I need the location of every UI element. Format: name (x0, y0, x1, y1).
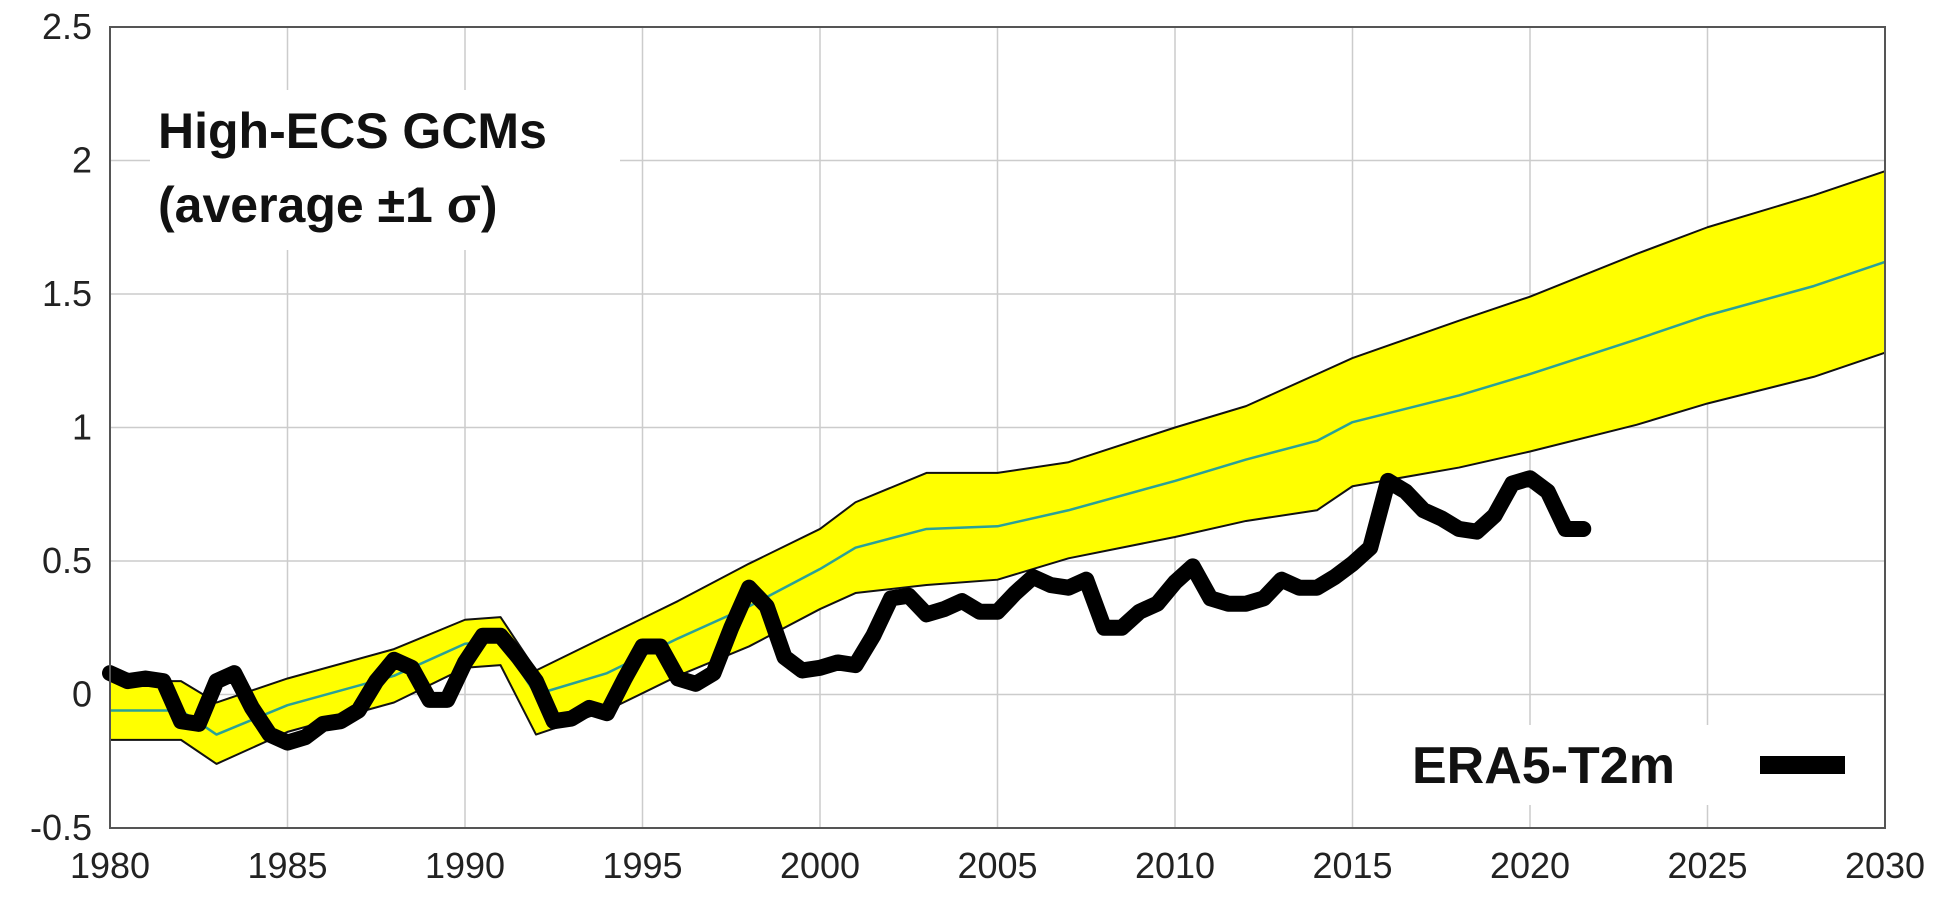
y-tick-label: 0.5 (42, 540, 92, 581)
x-tick-label: 2020 (1490, 845, 1570, 886)
tick-labels: 1980 1985 1990 1995 2000 2005 2010 2015 2020 2025… (30, 6, 1925, 886)
y-tick-label: -0.5 (30, 807, 92, 848)
plot-frame (109, 26, 1886, 829)
x-tick-label: 2025 (1667, 845, 1747, 886)
legend-label: ERA5-T2m (1412, 737, 1675, 795)
y-tick-label: 2 (72, 140, 92, 181)
annotation-background (150, 90, 620, 250)
gcm-lower-edge (110, 351, 1886, 765)
observation-layer (102, 470, 1592, 751)
x-tick-label: 2010 (1135, 845, 1215, 886)
x-tick-label: 1985 (247, 845, 327, 886)
y-tick-label: 1 (72, 407, 92, 448)
y-tick-label: 2.5 (42, 6, 92, 47)
y-tick-label: 1.5 (42, 273, 92, 314)
x-tick-label: 2015 (1312, 845, 1392, 886)
annotation-title: High-ECS GCMs (158, 103, 547, 159)
x-tick-label: 2000 (780, 845, 860, 886)
x-tick-label: 2030 (1845, 845, 1925, 886)
series-era5-t2m-line (102, 470, 1592, 751)
x-tick-label: 2005 (957, 845, 1037, 886)
gcm-upper-edge (110, 170, 1886, 704)
y-tick-label: 0 (72, 674, 92, 715)
legend: ERA5-T2m (1400, 725, 1870, 805)
annotation-subtitle: (average ±1 σ) (158, 177, 498, 233)
x-tick-label: 1980 (70, 845, 150, 886)
x-tick-label: 1990 (425, 845, 505, 886)
x-tick-label: 1995 (602, 845, 682, 886)
